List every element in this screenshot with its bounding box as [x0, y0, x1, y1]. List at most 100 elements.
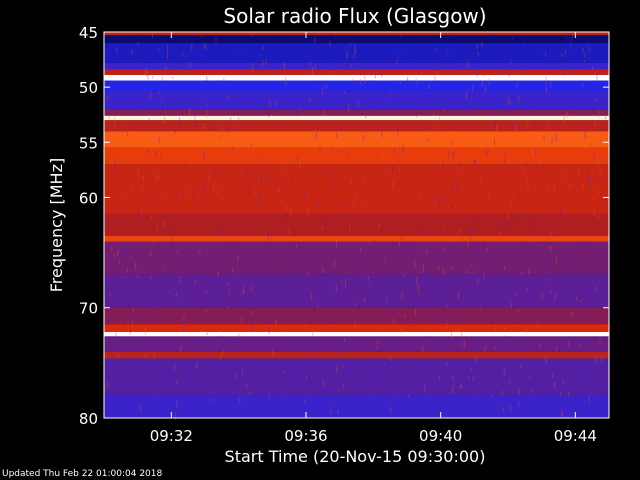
- texture-speck: [416, 276, 418, 283]
- texture-speck: [494, 391, 496, 400]
- texture-speck: [217, 188, 219, 196]
- texture-speck: [550, 80, 552, 88]
- texture-speck: [138, 207, 139, 215]
- texture-speck: [174, 129, 176, 135]
- texture-speck: [228, 306, 229, 309]
- texture-speck: [206, 332, 208, 335]
- texture-speck: [457, 313, 459, 316]
- texture-speck: [186, 196, 188, 200]
- texture-speck: [413, 389, 415, 397]
- texture-speck: [213, 170, 215, 178]
- texture-speck: [330, 60, 332, 68]
- texture-speck: [536, 382, 538, 390]
- texture-speck: [140, 405, 142, 413]
- texture-speck: [390, 407, 392, 415]
- texture-speck: [250, 261, 252, 265]
- texture-speck: [467, 60, 469, 68]
- texture-speck: [269, 291, 271, 299]
- texture-speck: [389, 280, 391, 284]
- texture-speck: [450, 205, 452, 210]
- texture-speck: [570, 412, 572, 415]
- texture-speck: [564, 177, 566, 181]
- texture-speck: [165, 66, 167, 72]
- texture-speck: [452, 134, 454, 142]
- texture-speck: [560, 392, 562, 398]
- texture-speck: [212, 133, 214, 139]
- texture-speck: [483, 273, 485, 280]
- texture-speck: [194, 153, 196, 161]
- texture-speck: [437, 346, 439, 354]
- updated-timestamp: Updated Thu Feb 22 01:00:04 2018: [2, 469, 163, 479]
- texture-speck: [203, 271, 205, 276]
- texture-speck: [379, 186, 380, 192]
- texture-speck: [596, 75, 598, 81]
- texture-speck: [513, 326, 515, 331]
- texture-speck: [405, 275, 406, 281]
- texture-speck: [518, 387, 520, 394]
- texture-speck: [241, 317, 243, 324]
- texture-speck: [144, 73, 146, 76]
- texture-speck: [323, 110, 324, 117]
- texture-speck: [426, 335, 428, 339]
- texture-speck: [421, 92, 423, 101]
- intensity-band: [104, 236, 609, 242]
- texture-speck: [423, 38, 425, 42]
- texture-speck: [239, 47, 241, 53]
- texture-speck: [590, 143, 592, 146]
- texture-speck: [533, 124, 535, 129]
- texture-speck: [357, 101, 359, 107]
- texture-speck: [432, 113, 434, 116]
- texture-speck: [300, 374, 302, 380]
- texture-speck: [311, 293, 313, 301]
- texture-speck: [269, 99, 271, 108]
- texture-speck: [411, 324, 413, 328]
- texture-speck: [472, 84, 474, 92]
- texture-speck: [467, 241, 469, 247]
- intensity-band: [104, 43, 609, 63]
- texture-speck: [556, 133, 557, 142]
- texture-speck: [584, 53, 586, 58]
- texture-speck: [504, 335, 506, 341]
- texture-speck: [203, 124, 205, 130]
- texture-speck: [324, 218, 326, 227]
- texture-speck: [466, 91, 467, 99]
- texture-speck: [302, 103, 304, 108]
- texture-speck: [127, 321, 129, 324]
- texture-speck: [456, 180, 458, 189]
- y-tick-label: 80: [79, 410, 98, 428]
- texture-speck: [388, 299, 390, 304]
- texture-speck: [411, 408, 413, 416]
- texture-speck: [504, 151, 506, 156]
- texture-speck: [560, 207, 561, 214]
- texture-speck: [197, 235, 199, 238]
- texture-speck: [260, 156, 262, 163]
- texture-speck: [597, 355, 599, 364]
- texture-speck: [601, 357, 603, 363]
- texture-speck: [186, 185, 188, 188]
- texture-speck: [495, 324, 497, 332]
- texture-speck: [147, 73, 149, 80]
- texture-speck: [382, 151, 384, 159]
- texture-speck: [266, 173, 268, 179]
- texture-speck: [512, 123, 514, 126]
- texture-speck: [283, 370, 285, 374]
- texture-speck: [180, 195, 182, 198]
- texture-speck: [172, 76, 174, 80]
- texture-speck: [218, 136, 220, 139]
- texture-speck: [484, 346, 486, 353]
- texture-speck: [154, 353, 156, 358]
- texture-speck: [567, 112, 569, 118]
- texture-speck: [431, 252, 433, 260]
- texture-speck: [456, 233, 458, 237]
- texture-speck: [238, 333, 240, 338]
- texture-speck: [415, 37, 417, 41]
- texture-speck: [214, 276, 216, 280]
- texture-speck: [473, 97, 475, 102]
- texture-speck: [261, 99, 263, 107]
- texture-speck: [452, 375, 454, 380]
- texture-speck: [460, 382, 462, 389]
- texture-speck: [104, 82, 106, 85]
- texture-speck: [592, 90, 594, 97]
- texture-speck: [107, 381, 109, 389]
- texture-speck: [224, 400, 226, 407]
